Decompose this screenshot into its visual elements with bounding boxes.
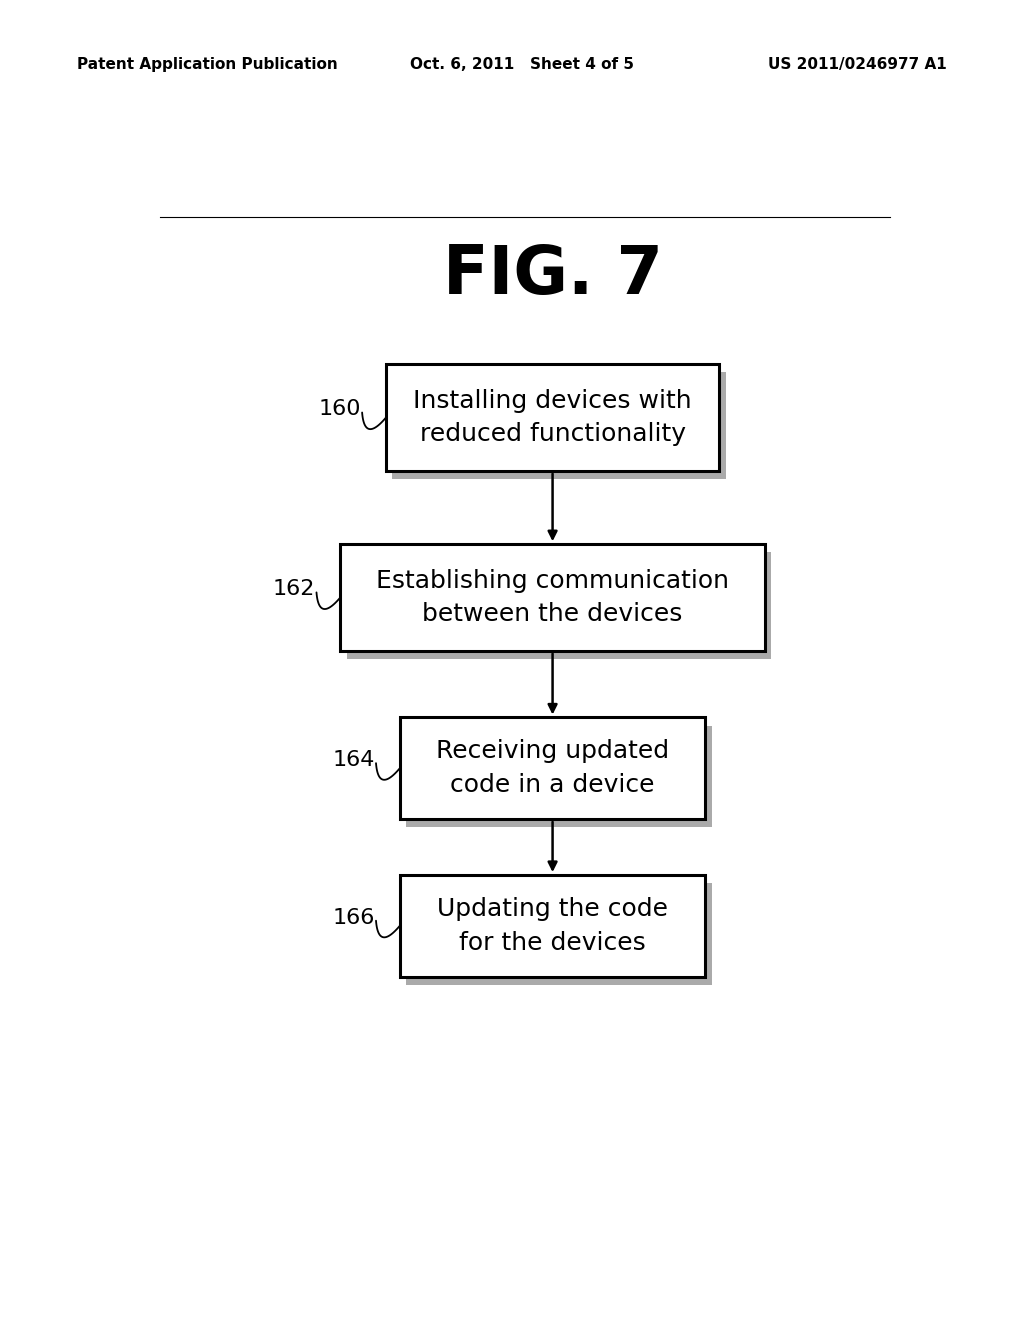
Bar bbox=[399, 718, 706, 818]
Bar bbox=[340, 544, 765, 651]
Bar bbox=[407, 726, 712, 828]
Text: FIG. 7: FIG. 7 bbox=[442, 243, 663, 309]
Text: 162: 162 bbox=[272, 579, 315, 599]
Text: Oct. 6, 2011   Sheet 4 of 5: Oct. 6, 2011 Sheet 4 of 5 bbox=[410, 57, 634, 71]
Bar bbox=[386, 364, 719, 471]
Text: 164: 164 bbox=[333, 750, 375, 770]
Text: Patent Application Publication: Patent Application Publication bbox=[77, 57, 338, 71]
Text: Installing devices with
reduced functionality: Installing devices with reduced function… bbox=[414, 389, 692, 446]
Text: US 2011/0246977 A1: US 2011/0246977 A1 bbox=[768, 57, 947, 71]
Bar bbox=[392, 372, 726, 479]
Text: Establishing communication
between the devices: Establishing communication between the d… bbox=[376, 569, 729, 626]
Text: Receiving updated
code in a device: Receiving updated code in a device bbox=[436, 739, 669, 797]
Bar bbox=[407, 883, 712, 985]
Bar bbox=[399, 875, 706, 977]
Text: 160: 160 bbox=[318, 400, 361, 420]
Text: Updating the code
for the devices: Updating the code for the devices bbox=[437, 898, 668, 954]
Bar bbox=[347, 552, 771, 659]
Text: 166: 166 bbox=[333, 908, 375, 928]
